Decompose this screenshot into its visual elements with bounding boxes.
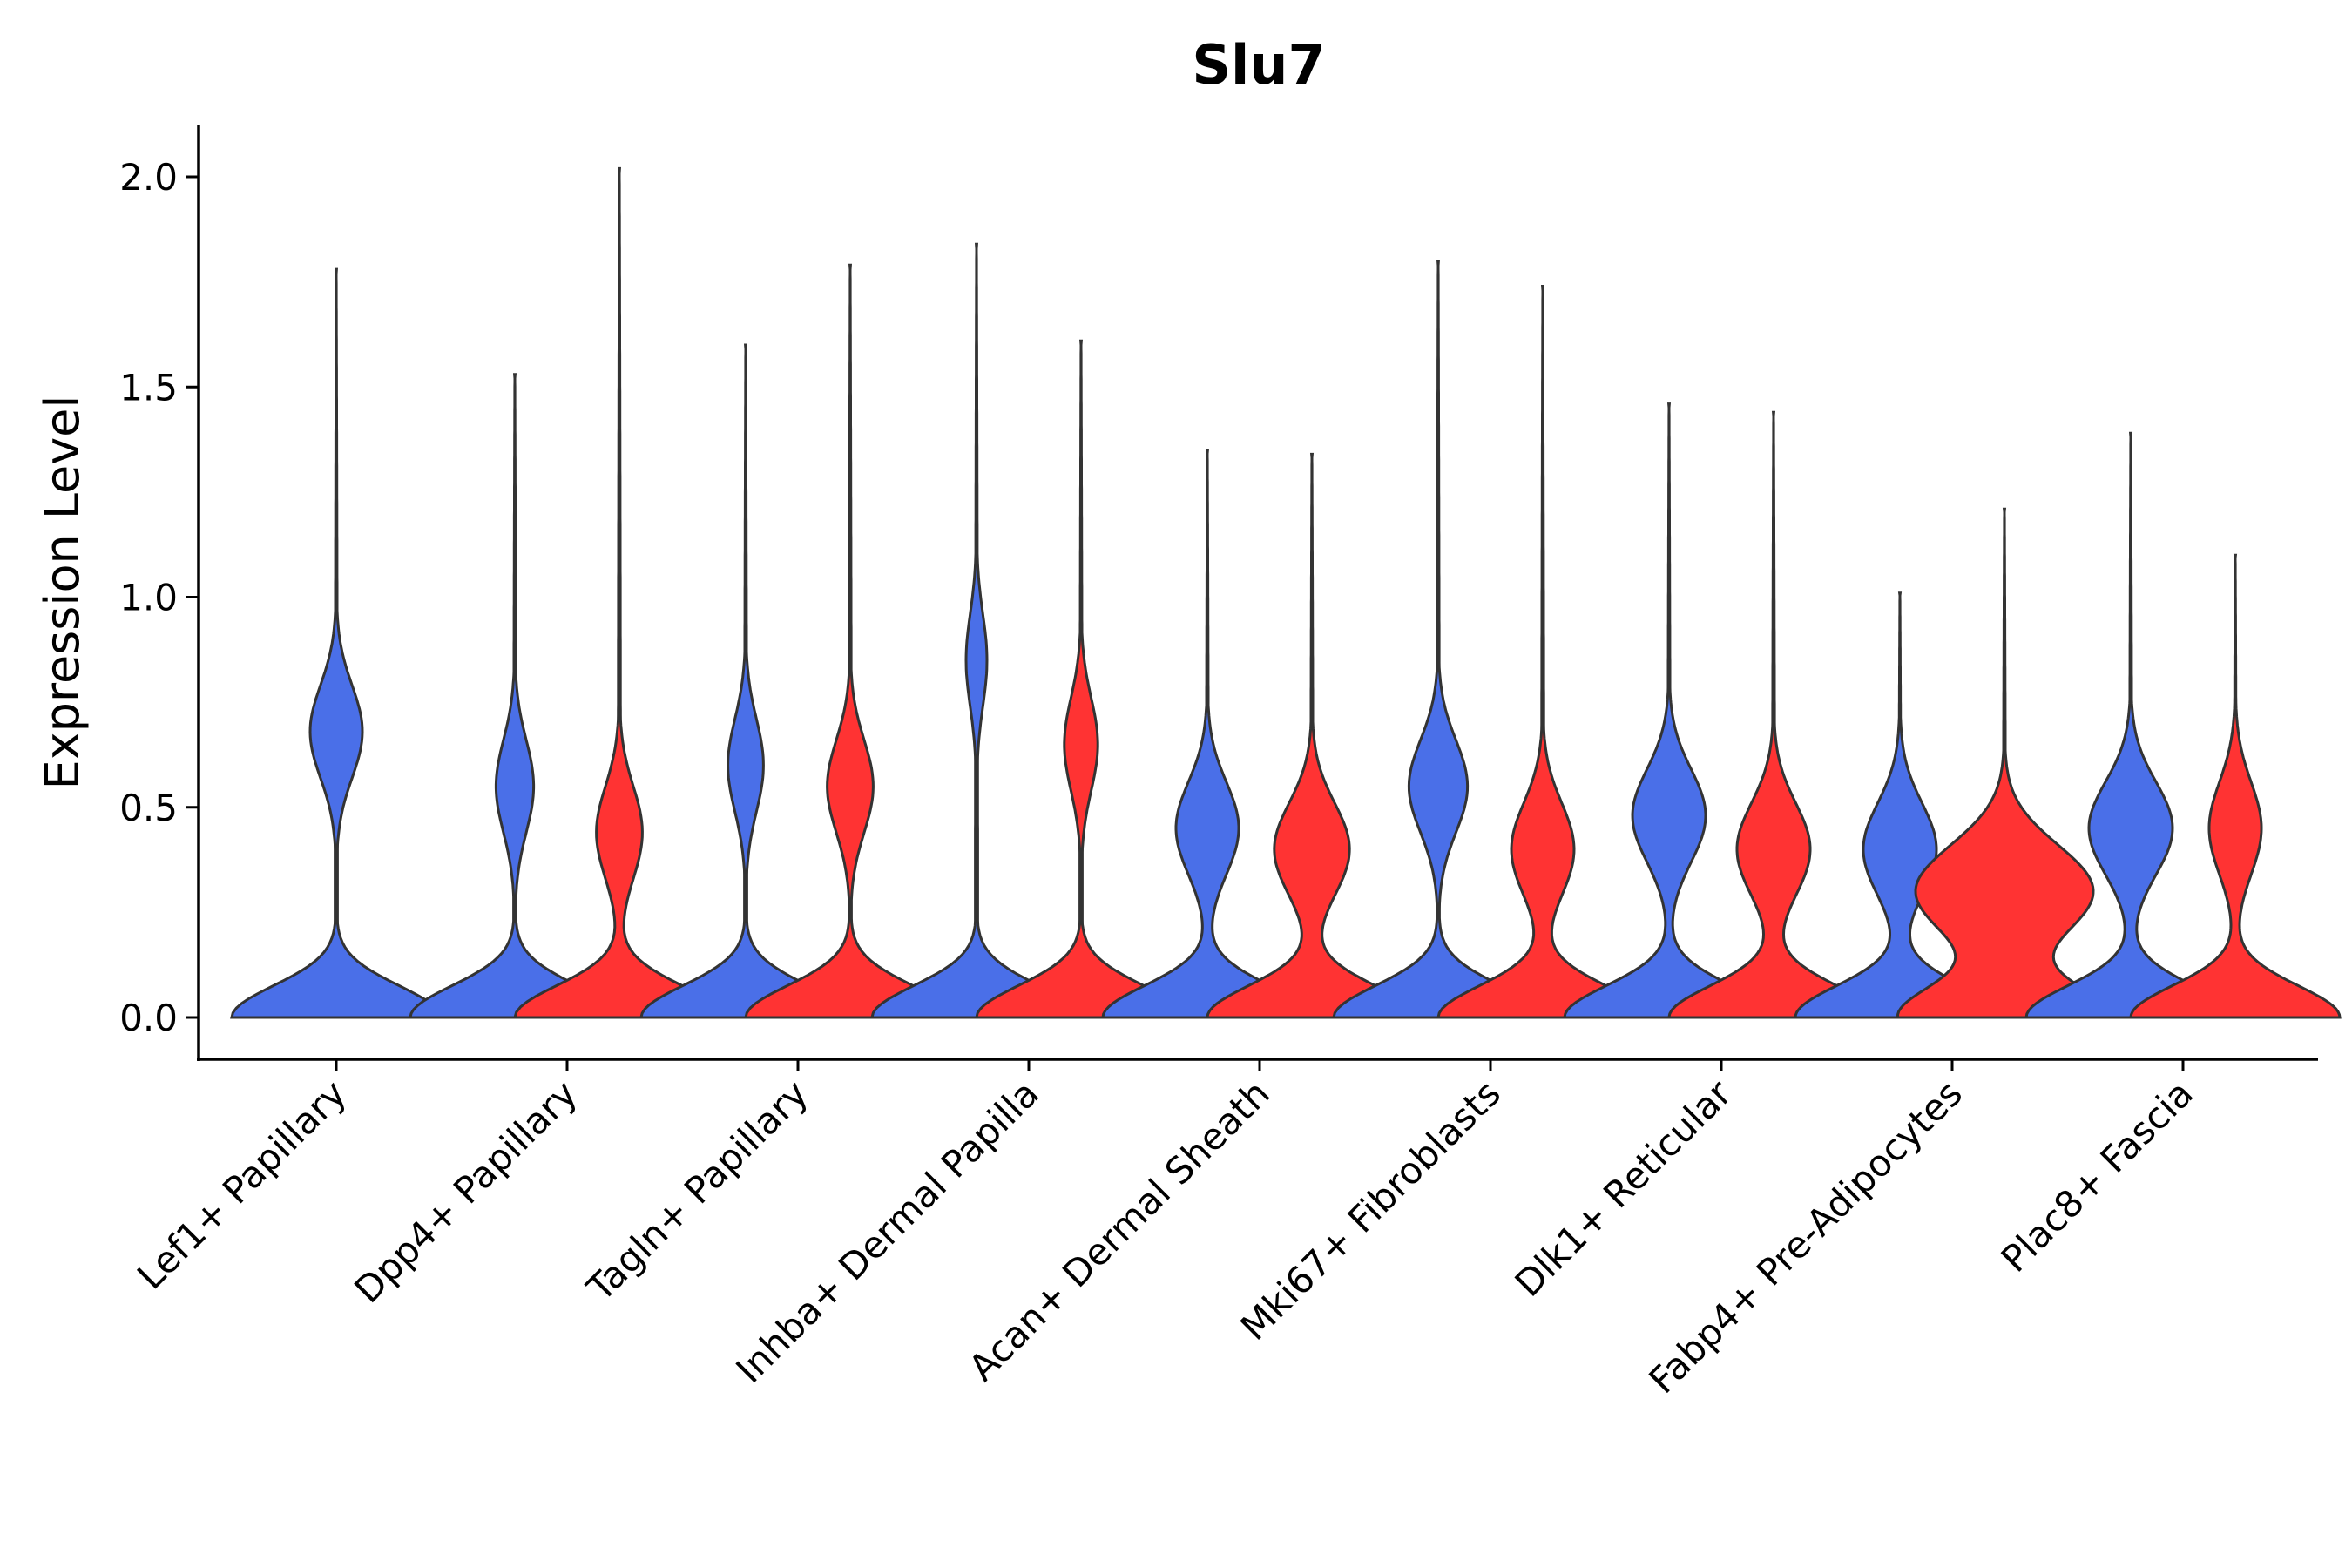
x-tick-label: Dpp4+ Papillary xyxy=(346,1071,585,1311)
violin-red-acan-dermal-sheath xyxy=(1206,452,1418,1019)
violin-red-fabp4-pre-adipocytes xyxy=(1896,507,2113,1019)
violin-blue-dpp4-papillary xyxy=(409,373,621,1019)
violin-red-dpp4-papillary xyxy=(513,166,726,1019)
violin-red-dlk1-reticular xyxy=(1667,410,1880,1019)
x-tick-label: Lef1+ Papillary xyxy=(129,1071,355,1297)
violin-blue-mki67-fibroblasts xyxy=(1332,260,1544,1019)
violin-blue-lef1-papillary xyxy=(230,267,443,1019)
x-tick-label: Tagln+ Papillary xyxy=(578,1071,816,1309)
violin-blue-acan-dermal-sheath xyxy=(1101,449,1314,1019)
y-tick-label: 1.0 xyxy=(119,577,178,619)
violin-red-mki67-fibroblasts xyxy=(1436,285,1649,1019)
violin-red-plac8-fascia xyxy=(2129,553,2342,1019)
x-tick-label: Dlk1+ Reticular xyxy=(1507,1071,1740,1305)
y-tick-label: 0.5 xyxy=(119,787,178,829)
y-tick-label: 0.0 xyxy=(119,997,178,1039)
violin-group xyxy=(230,166,2342,1019)
y-tick-label: 2.0 xyxy=(119,156,178,199)
violin-blue-inhba-dermal-papilla xyxy=(870,242,1083,1019)
violin-blue-plac8-fascia xyxy=(2024,431,2237,1019)
x-tick-label: Plac8+ Fascia xyxy=(1993,1071,2201,1280)
violin-blue-tagln-papillary xyxy=(639,343,852,1019)
violin-red-tagln-papillary xyxy=(744,263,956,1019)
chart-title: Slu7 xyxy=(1192,33,1325,97)
y-axis-ticks: 0.0 0.5 1.0 1.5 2.0 xyxy=(119,156,199,1039)
x-tick-label: Mki67+ Fibroblasts xyxy=(1233,1071,1509,1348)
y-axis-label: Expression Level xyxy=(35,395,90,790)
violin-red-inhba-dermal-papilla xyxy=(975,339,1187,1019)
violin-blue-dlk1-reticular xyxy=(1563,402,1775,1019)
y-tick-label: 1.5 xyxy=(119,366,178,409)
